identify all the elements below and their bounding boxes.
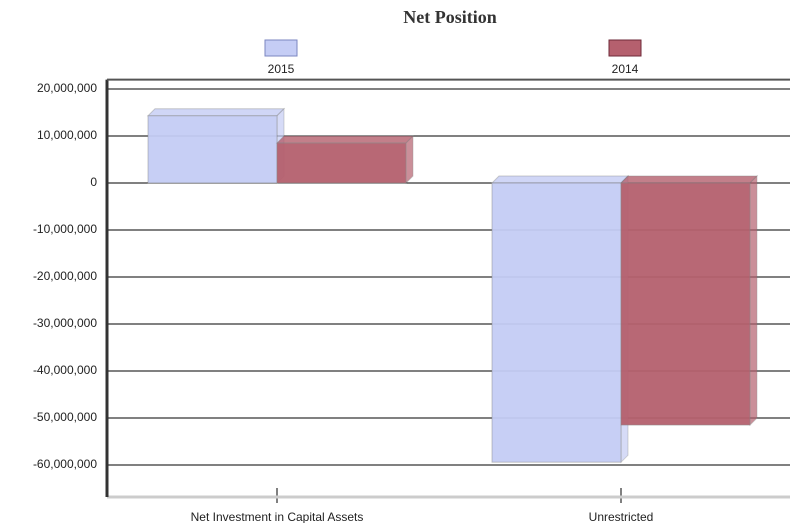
y-tick-label: 20,000,000 [37,81,97,95]
y-tick-label: -10,000,000 [33,222,97,236]
bar-side [405,134,414,185]
y-tick-label: -40,000,000 [33,363,97,377]
x-tick-label: Net Investment in Capital Assets [191,510,364,523]
bar [147,115,278,184]
bar [620,182,751,426]
bar-side [749,174,758,427]
y-tick-label: 10,000,000 [37,128,97,142]
chart-title: Net Position [403,7,497,27]
y-tick-label: 0 [90,175,97,189]
bar-depth [490,175,630,184]
y-tick-label: -30,000,000 [33,316,97,330]
bar-depth [146,108,286,117]
y-tick-label: -50,000,000 [33,410,97,424]
legend-label: 2014 [612,62,639,76]
x-tick-label: Unrestricted [589,510,654,523]
bar-depth [275,135,415,144]
legend-label: 2015 [268,62,295,76]
y-tick-label: -60,000,000 [33,457,97,471]
legend-swatch [264,39,298,57]
bar [276,142,407,184]
legend-swatch [608,39,642,57]
bar [491,182,622,463]
bar-depth [619,175,759,184]
y-tick-label: -20,000,000 [33,269,97,283]
